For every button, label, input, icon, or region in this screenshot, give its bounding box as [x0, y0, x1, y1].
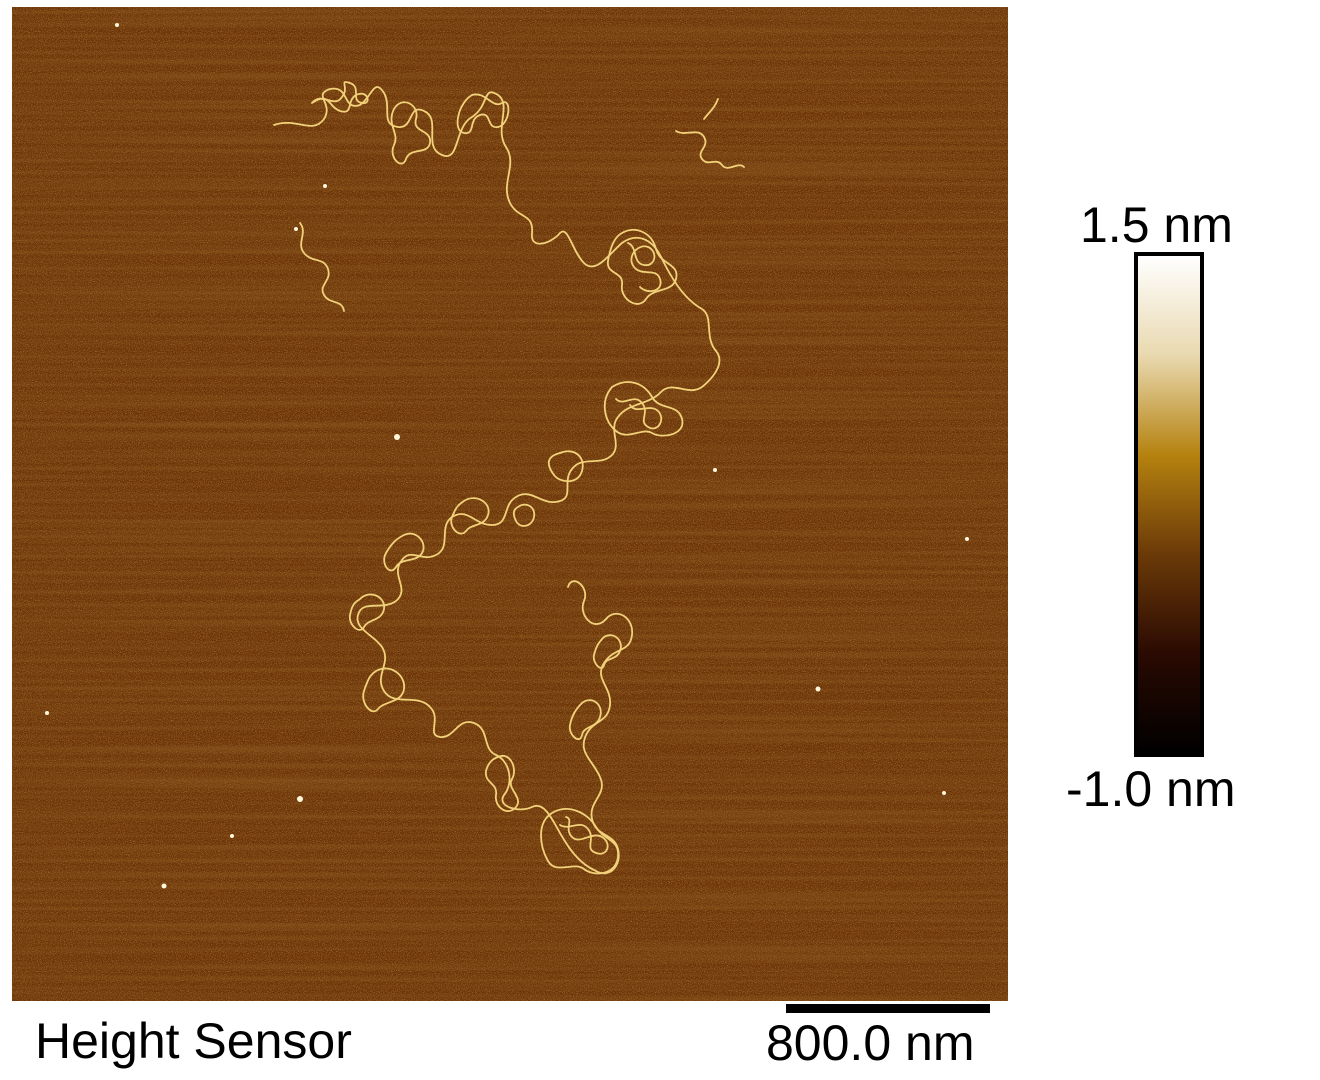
bright-particles	[45, 23, 969, 889]
scale-bar-label: 800.0 nm	[766, 1015, 975, 1071]
dna-strand-network	[273, 81, 745, 875]
afm-height-image	[12, 7, 1008, 1001]
colorbar-min-label: -1.0 nm	[1066, 761, 1236, 817]
colorbar-max-label: 1.5 nm	[1080, 197, 1233, 253]
scale-bar	[786, 1004, 990, 1013]
channel-label: Height Sensor	[35, 1013, 352, 1069]
height-colorbar	[1134, 252, 1204, 757]
